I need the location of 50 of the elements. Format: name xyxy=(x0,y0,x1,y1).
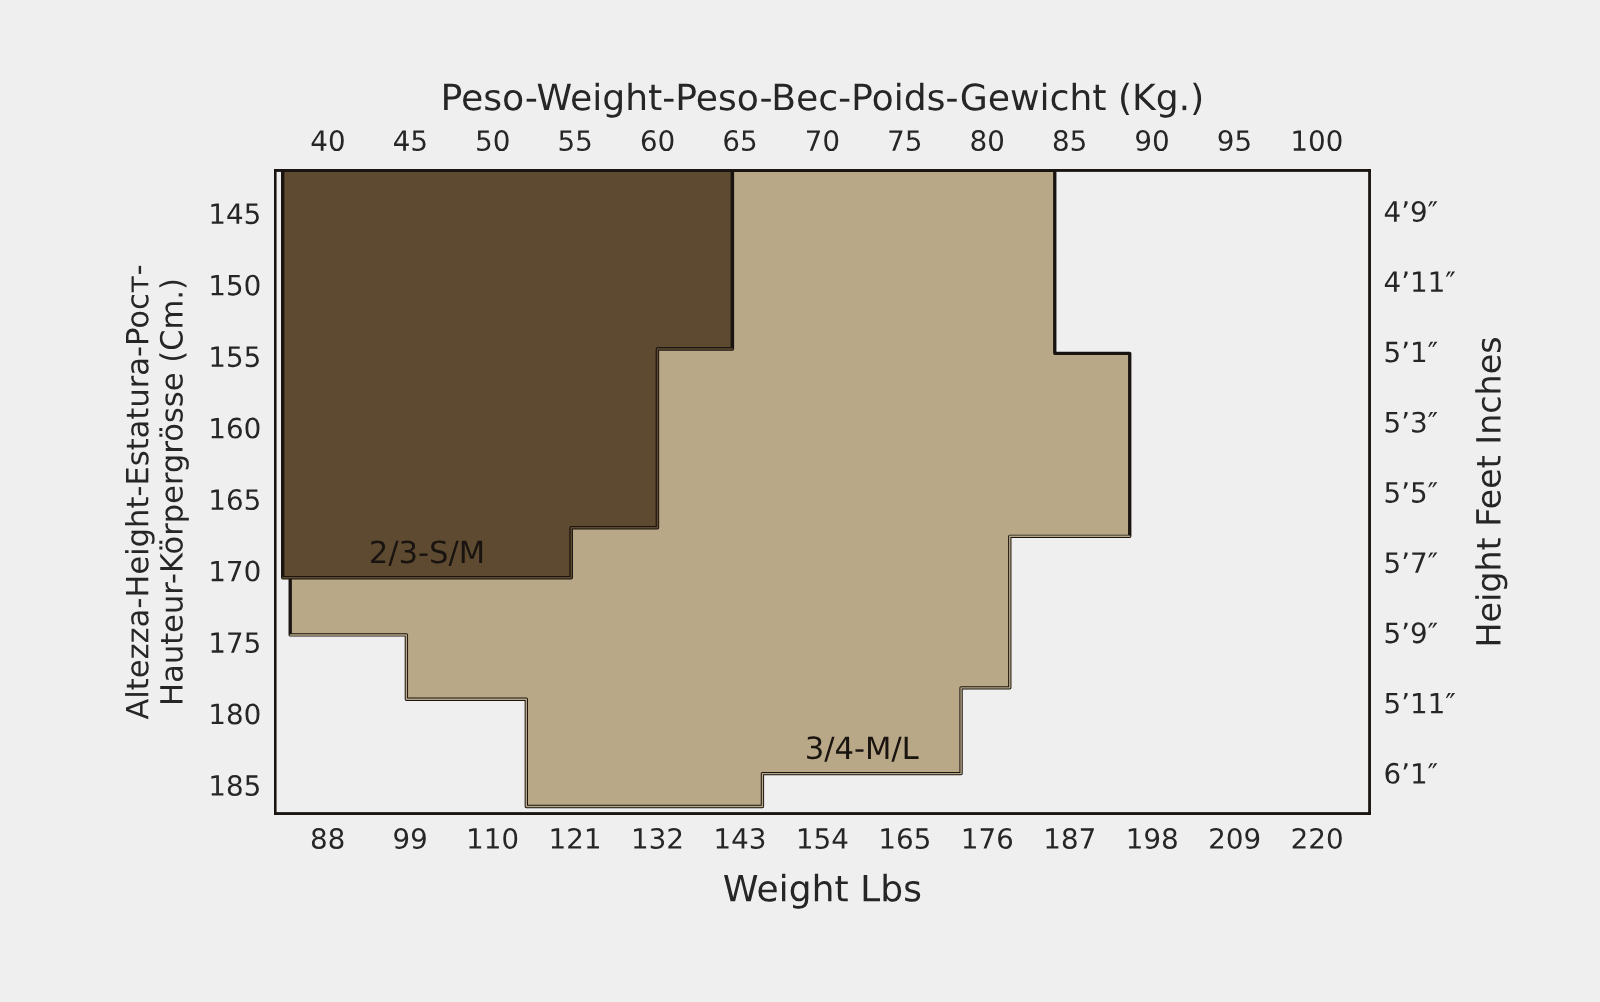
category-label: 6’1″ xyxy=(1385,762,1438,784)
x2-tick-label: 95 xyxy=(1218,130,1250,152)
x-tick-label: 176 xyxy=(963,828,1013,850)
category-label: 5’5″ xyxy=(1385,482,1438,503)
x2-tick-label: 40 xyxy=(311,130,344,152)
x-tick-label: 110 xyxy=(469,828,518,850)
x-tick-label: 187 xyxy=(1046,828,1094,850)
series-label: 3/4-M/L xyxy=(807,736,919,762)
series-label: 2/3-S/M xyxy=(371,540,483,566)
x2-tick-label: 60 xyxy=(641,130,674,152)
y-tick-label: 160 xyxy=(211,417,260,439)
y-tick-label: 155 xyxy=(211,346,259,368)
x-tick-label: 99 xyxy=(394,828,426,850)
x2-axis-title: Peso-Weight-Peso-Bec-Poids-Gewicht (Kg.) xyxy=(444,82,1202,118)
x-tick-label: 198 xyxy=(1128,828,1177,850)
x-tick-label: 143 xyxy=(716,828,765,850)
category-label: 5’7″ xyxy=(1385,552,1438,574)
x2-tick-label: 75 xyxy=(889,130,921,152)
category-label: 5’11″ xyxy=(1385,692,1456,714)
x-tick-label: 132 xyxy=(634,828,682,850)
x-tick-label: 154 xyxy=(798,828,848,850)
x2-tick-label: 85 xyxy=(1053,130,1085,152)
y-tick-label: 150 xyxy=(211,274,260,296)
y2-axis-title: Height Feet Inches xyxy=(1475,338,1508,645)
x2-tick-label: 90 xyxy=(1136,130,1168,152)
y-tick-label: 165 xyxy=(211,489,259,511)
x2-tick-label: 80 xyxy=(971,130,1004,152)
category-label: 4’9″ xyxy=(1384,201,1438,223)
y-tick-label: 180 xyxy=(211,703,260,725)
x2-tick-label: 50 xyxy=(477,130,509,152)
category-label: 5’1″ xyxy=(1385,341,1438,363)
y-tick-label: 145 xyxy=(211,203,259,225)
x2-tick-label: 65 xyxy=(724,130,756,152)
x2-tick-label: 45 xyxy=(394,130,426,152)
x-tick-label: 88 xyxy=(311,828,344,850)
x2-tick-label: 55 xyxy=(559,130,591,152)
x2-tick-label: 100 xyxy=(1293,130,1342,152)
category-label: 5’3″ xyxy=(1385,411,1438,433)
x-tick-label: 209 xyxy=(1210,828,1260,850)
category-label: 5’9″ xyxy=(1385,622,1438,644)
x2-tick-label: 70 xyxy=(807,130,839,152)
x-tick-label: 121 xyxy=(551,828,599,849)
y-axis-title: Altezza-Height-Estatura-Poст- Hauteur-Körpergrösse (Cm.) xyxy=(125,265,189,720)
y-tick-label: 170 xyxy=(211,560,260,582)
category-label: 4’11″ xyxy=(1384,271,1456,292)
x-axis-title: Weight Lbs xyxy=(724,873,921,909)
y-tick-label: 185 xyxy=(211,774,259,796)
x-tick-label: 165 xyxy=(881,828,929,850)
y-tick-label: 175 xyxy=(211,632,259,654)
x-tick-label: 220 xyxy=(1292,828,1342,850)
